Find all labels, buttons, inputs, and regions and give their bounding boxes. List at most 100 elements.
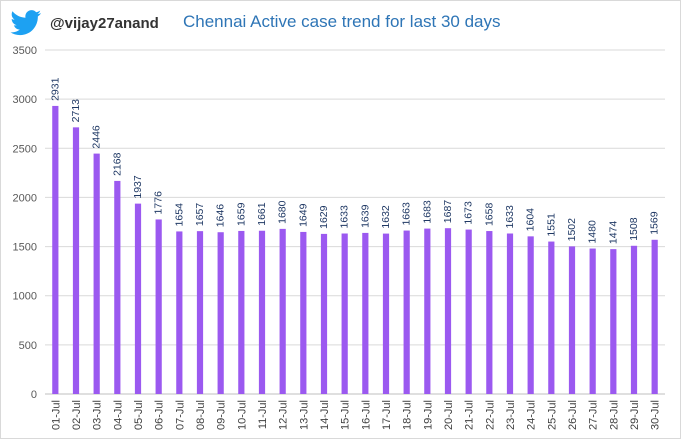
data-label: 1680 (277, 200, 289, 224)
data-label: 1661 (256, 202, 268, 226)
data-label: 1683 (421, 200, 433, 224)
x-tick-label: 03-Jul (92, 400, 104, 430)
x-axis-ticks: 01-Jul 02-Jul 03-Jul 04-Jul 05-Jul 06-Jul 07-J… (50, 400, 661, 430)
x-tick-label: 28-Jul (608, 400, 620, 430)
bar (610, 249, 617, 394)
data-label: 1508 (628, 217, 640, 241)
data-label: 1646 (215, 204, 227, 228)
data-label: 1633 (504, 205, 516, 229)
gridlines (45, 49, 665, 395)
x-tick-label: 16-Jul (360, 400, 372, 430)
twitter-handle: @vijay27anand (50, 14, 159, 32)
bar (279, 228, 286, 394)
data-label: 1604 (525, 208, 537, 232)
data-label: 1673 (463, 201, 475, 225)
bar (196, 231, 204, 394)
y-tick-label: 2500 (13, 143, 37, 155)
chart-header: @vijay27anand (10, 8, 159, 38)
x-tick-label: 17-Jul (381, 400, 393, 430)
x-tick-label: 12-Jul (278, 400, 290, 430)
bar (176, 231, 183, 394)
bar (527, 236, 534, 394)
bar (382, 233, 390, 394)
data-label: 1551 (545, 213, 557, 237)
x-tick-label: 09-Jul (216, 400, 228, 430)
x-tick-label: 23-Jul (505, 400, 517, 430)
data-label: 1639 (359, 204, 371, 228)
bar (403, 230, 410, 394)
bar (362, 232, 369, 394)
data-label: 1480 (587, 220, 599, 244)
x-tick-label: 01-Jul (50, 400, 62, 430)
y-tick-label: 2000 (13, 192, 37, 204)
data-label: 2713 (70, 99, 82, 123)
y-tick-label: 1000 (13, 291, 37, 303)
data-label: 1659 (235, 202, 247, 226)
data-label: 1502 (566, 218, 578, 242)
x-tick-label: 22-Jul (484, 400, 496, 430)
x-tick-label: 21-Jul (464, 400, 476, 430)
bar (114, 180, 121, 394)
data-label: 1654 (173, 203, 185, 227)
data-label: 1776 (153, 191, 165, 215)
x-tick-label: 14-Jul (319, 400, 331, 430)
bar (134, 203, 142, 394)
data-labels: 2931 2713 2446 2168 1937 1776 1654 1657 1646 1659… (49, 77, 660, 244)
data-label: 1657 (194, 203, 206, 227)
data-label: 1649 (297, 203, 309, 227)
x-tick-label: 10-Jul (236, 400, 248, 430)
twitter-bird-icon (10, 10, 42, 36)
x-tick-label: 19-Jul (422, 400, 434, 430)
bar (341, 233, 348, 394)
data-label: 1658 (483, 203, 495, 227)
x-tick-label: 18-Jul (402, 400, 414, 430)
data-label: 2446 (91, 125, 103, 149)
y-tick-label: 3500 (13, 45, 37, 57)
x-tick-label: 30-Jul (650, 400, 662, 430)
data-label: 1629 (318, 205, 330, 229)
data-label: 1633 (339, 205, 351, 229)
y-tick-label: 3000 (13, 94, 37, 106)
bar (155, 219, 162, 394)
x-tick-label: 07-Jul (174, 400, 186, 430)
data-label: 1937 (132, 175, 144, 199)
bar (506, 233, 514, 394)
bar (258, 230, 266, 394)
x-tick-label: 20-Jul (443, 400, 455, 430)
y-tick-label: 0 (31, 389, 37, 401)
x-tick-label: 02-Jul (71, 400, 83, 430)
y-tick-label: 500 (19, 340, 37, 352)
bar (72, 127, 80, 394)
bar (320, 233, 328, 394)
data-label: 2168 (111, 152, 123, 176)
x-tick-label: 24-Jul (526, 400, 538, 430)
bar (651, 239, 658, 394)
bar (52, 105, 59, 395)
bar (630, 245, 638, 394)
x-tick-label: 26-Jul (567, 400, 579, 430)
data-label: 1687 (442, 200, 454, 224)
bar (217, 232, 224, 394)
bar (589, 248, 596, 394)
data-label: 1632 (380, 205, 392, 229)
data-label: 1474 (607, 221, 619, 245)
x-tick-label: 08-Jul (195, 400, 207, 430)
bar (548, 241, 555, 394)
bar (465, 229, 472, 394)
x-tick-label: 06-Jul (154, 400, 166, 430)
x-tick-label: 11-Jul (257, 400, 269, 429)
bar (238, 230, 245, 394)
x-tick-label: 29-Jul (629, 400, 641, 430)
x-tick-label: 25-Jul (546, 400, 558, 430)
bar (486, 231, 493, 394)
y-tick-label: 1500 (13, 242, 37, 254)
bar (424, 228, 431, 394)
data-label: 2931 (49, 77, 61, 101)
chart-title: Chennai Active case trend for last 30 da… (183, 12, 501, 31)
x-tick-label: 04-Jul (112, 400, 124, 430)
y-axis-ticks: 0 500 1000 1500 2000 2500 3000 3500 (13, 45, 37, 401)
x-tick-label: 15-Jul (340, 400, 352, 430)
bars (52, 105, 658, 395)
